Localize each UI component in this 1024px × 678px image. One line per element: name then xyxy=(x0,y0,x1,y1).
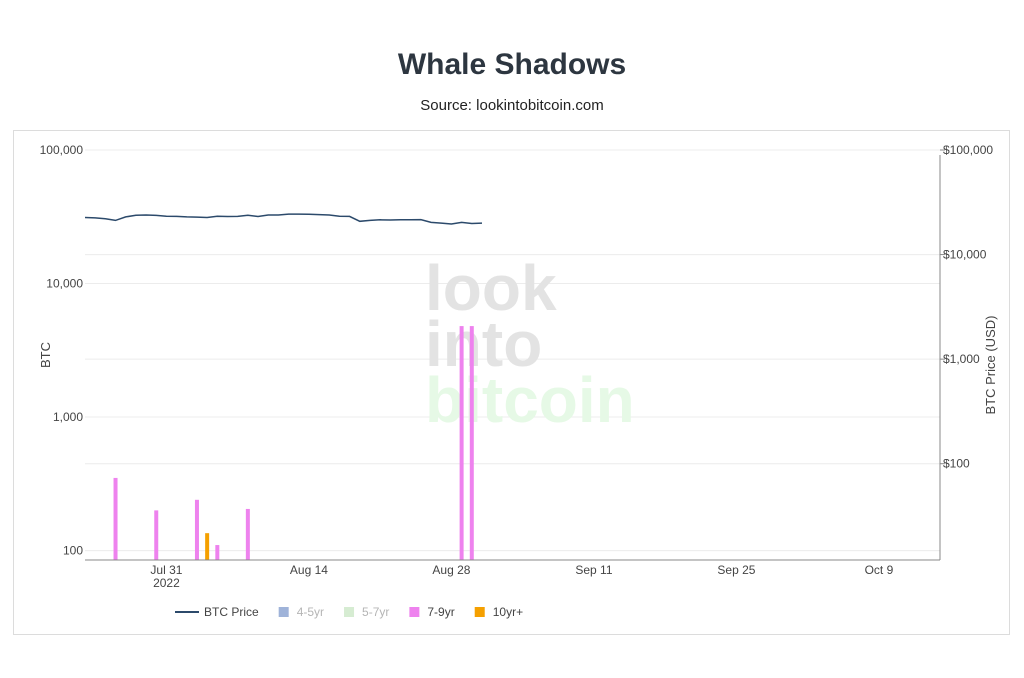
x-tick-label: Sep 25 xyxy=(717,563,755,577)
watermark: lookintobitcoin xyxy=(425,252,635,436)
x-tick-label: Sep 11 xyxy=(575,563,612,577)
watermark-line: into xyxy=(425,308,542,380)
chart-subtitle: Source: lookintobitcoin.com xyxy=(420,97,604,114)
gridlines xyxy=(85,149,940,552)
legend-swatch[interactable] xyxy=(409,607,420,617)
chart-frame xyxy=(13,130,1010,635)
legend-item-label[interactable]: 4-5yr xyxy=(297,605,324,619)
bar-7-9yr xyxy=(459,326,464,560)
legend: BTC Price 4-5yr 5-7yr 7-9yr 10yr+ xyxy=(175,605,523,619)
btc-price-line xyxy=(84,213,483,225)
watermark-line: look xyxy=(425,252,557,324)
legend-swatch[interactable] xyxy=(344,607,355,617)
bar-7-9yr xyxy=(154,510,159,560)
y-left-tick-label: 100,000 xyxy=(40,143,84,157)
x-tick-label: Aug 14 xyxy=(290,563,328,577)
bar-7-9yr xyxy=(245,508,250,560)
bar-7-9yr xyxy=(469,326,474,560)
price-line-series xyxy=(84,213,483,225)
bar-10yr+ xyxy=(205,533,210,560)
x-tick-label: Oct 9 xyxy=(865,563,894,577)
legend-swatch[interactable] xyxy=(474,607,485,617)
bar-7-9yr xyxy=(113,477,118,560)
chart-title: Whale Shadows xyxy=(397,48,627,81)
x-tick-sublabel: 2022 xyxy=(153,576,180,590)
y-right-tick-label: $10,000 xyxy=(943,248,987,262)
y-right-tick-label: $100 xyxy=(943,457,970,471)
legend-item-label[interactable]: 5-7yr xyxy=(362,605,389,619)
legend-item-label[interactable]: BTC Price xyxy=(204,605,259,619)
axes: 100 1,000 10,000 100,000 $100 $1,000 $10,000 $1… xyxy=(38,143,998,590)
y-left-tick-label: 10,000 xyxy=(46,277,83,291)
bar-7-9yr xyxy=(194,499,199,560)
legend-item-label[interactable]: 7-9yr xyxy=(427,605,454,619)
bar-7-9yr xyxy=(215,545,220,560)
legend-item-label[interactable]: 10yr+ xyxy=(493,605,523,619)
y-right-tick-label: $1,000 xyxy=(943,352,980,366)
bar-series xyxy=(113,326,474,560)
x-tick-label: Aug 28 xyxy=(432,563,470,577)
y-right-axis-title: BTC Price (USD) xyxy=(983,316,998,415)
watermark-line: bitcoin xyxy=(425,364,635,436)
y-left-tick-label: 1,000 xyxy=(53,410,83,424)
y-left-tick-label: 100 xyxy=(63,544,83,558)
legend-swatch[interactable] xyxy=(278,607,289,617)
x-tick-label: Jul 31 xyxy=(150,563,182,577)
y-left-axis-title: BTC xyxy=(38,342,53,368)
y-right-tick-label: $100,000 xyxy=(943,143,993,157)
